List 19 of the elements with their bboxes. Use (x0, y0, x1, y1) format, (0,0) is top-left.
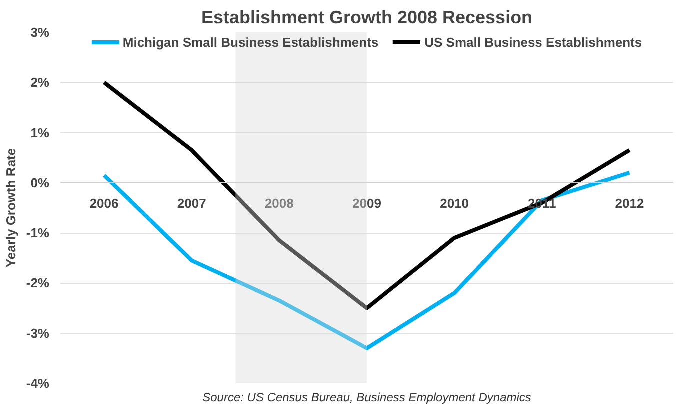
y-tick-label: 3% (30, 25, 50, 40)
y-tick-label: 0% (30, 175, 50, 190)
y-tick-label: 2% (30, 75, 50, 90)
source-note: Source: US Census Bureau, Business Employment Dynamics (202, 390, 532, 404)
x-tick-label: 2010 (440, 196, 470, 211)
y-tick-label: -1% (26, 226, 50, 241)
x-tick-label: 2009 (352, 196, 382, 211)
legend-label: US Small Business Establishments (424, 34, 642, 50)
x-tick-label: 2008 (264, 196, 294, 211)
y-tick-label: -4% (26, 376, 50, 391)
y-axis-title: Yearly Growth Rate (3, 148, 18, 268)
chart-title: Establishment Growth 2008 Recession (201, 8, 533, 28)
y-tick-label: -3% (26, 326, 50, 341)
x-tick-label: 2006 (90, 196, 119, 211)
x-tick-label: 2012 (615, 196, 644, 211)
legend-label: Michigan Small Business Establishments (122, 34, 379, 50)
y-tick-label: 1% (30, 125, 50, 140)
x-tick-label: 2007 (177, 196, 206, 211)
y-tick-label: -2% (26, 276, 50, 291)
